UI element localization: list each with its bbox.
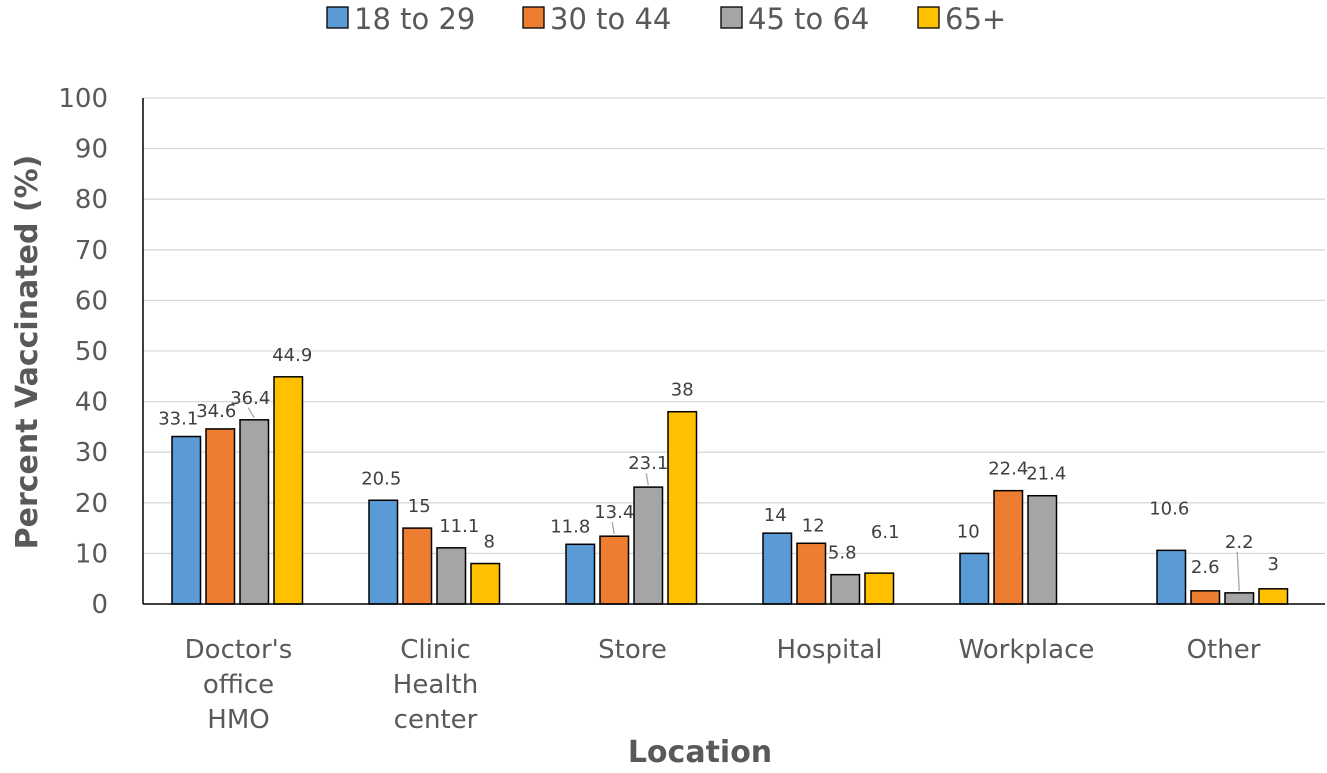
leader-lines [247,407,1240,591]
data-label: 10 [957,521,980,542]
legend-label: 45 to 64 [748,2,869,36]
legend-swatch [326,6,349,29]
bar [470,562,501,605]
bar [993,489,1024,605]
data-labels: 33.134.636.4 44.9 20.5 15 11.18 11.813.4 23.1 3… [158,345,1279,578]
legend-swatch [917,6,940,29]
category-labels: Doctor's office HMO Clinic Health center Store… [185,635,1261,735]
bar [239,419,270,605]
bar [1258,588,1289,605]
data-label: 21.4 [1026,464,1066,485]
legend-label: 30 to 44 [550,2,671,36]
data-label: 12 [802,515,825,536]
y-tick-label: 20 [75,489,108,519]
y-tick-label: 60 [75,286,108,316]
data-label: 36.4 [230,388,270,409]
category-label: Workplace [959,635,1095,665]
bar [959,552,990,605]
data-label: 22.4 [988,459,1028,480]
data-label: 6.1 [871,522,900,543]
data-label: 20.5 [361,468,401,489]
bar [1027,494,1058,605]
data-label: 2.2 [1225,532,1254,553]
category-label: Store [598,635,667,665]
y-axis-ticks: 0 10 20 30 40 50 60 70 80 90 100 [58,84,108,620]
legend: 18 to 29 30 to 44 45 to 64 65+ [326,2,1006,36]
bar [1224,592,1255,605]
y-tick-label: 70 [75,236,108,266]
category-label: center [394,705,478,735]
category-label: Hospital [776,635,882,665]
y-tick-label: 30 [75,438,108,468]
data-label: 3 [1268,554,1279,575]
bars [171,376,1289,605]
y-tick-label: 80 [75,185,108,215]
leader-line [247,407,255,419]
data-label: 5.8 [828,543,857,564]
bar [436,547,467,605]
bar [796,542,827,605]
bar [273,376,304,605]
y-axis-title: Percent Vaccinated (%) [10,155,45,550]
gridlines [143,97,1325,555]
category-label: Health [393,670,478,700]
data-label: 2.6 [1191,557,1220,578]
data-label: 13.4 [594,502,634,523]
y-tick-label: 50 [75,337,108,367]
bar [633,486,664,605]
data-label: 11.8 [550,516,590,537]
y-tick-label: 10 [75,539,108,569]
legend-swatch [522,6,545,29]
x-axis [142,98,1325,605]
category-label: Doctor's [185,635,293,665]
bar [171,435,202,605]
data-label: 38 [671,380,694,401]
y-tick-label: 90 [75,135,108,165]
bar [599,535,630,605]
category-label: Clinic [400,635,471,665]
data-label: 33.1 [158,409,198,430]
bar [830,573,861,605]
x-axis-title: Location [628,735,772,769]
category-label: office [203,670,274,700]
leader-line [611,522,615,535]
bar [565,543,596,605]
data-label: 34.6 [196,401,236,422]
category-label: Other [1187,635,1261,665]
bar [762,532,793,605]
bar [667,410,698,605]
category-label: HMO [207,705,269,735]
y-tick-label: 100 [58,84,108,114]
data-label: 11.1 [439,516,479,537]
legend-swatch [720,6,743,29]
legend-label: 65+ [945,2,1006,36]
data-label: 14 [764,505,787,526]
bar [368,499,399,605]
bar [1190,590,1221,605]
legend-label: 18 to 29 [354,2,475,36]
bar [864,572,895,605]
data-label: 23.1 [628,453,668,474]
data-label: 8 [484,532,495,553]
data-label: 15 [408,496,431,517]
bar [402,527,433,605]
bar [1156,549,1187,605]
leader-line [645,473,649,486]
data-label: 44.9 [272,345,312,366]
y-tick-label: 40 [75,388,108,418]
y-tick-label: 0 [91,590,108,620]
data-label: 10.6 [1149,498,1189,519]
leader-line [1236,551,1240,591]
bar [205,428,236,605]
